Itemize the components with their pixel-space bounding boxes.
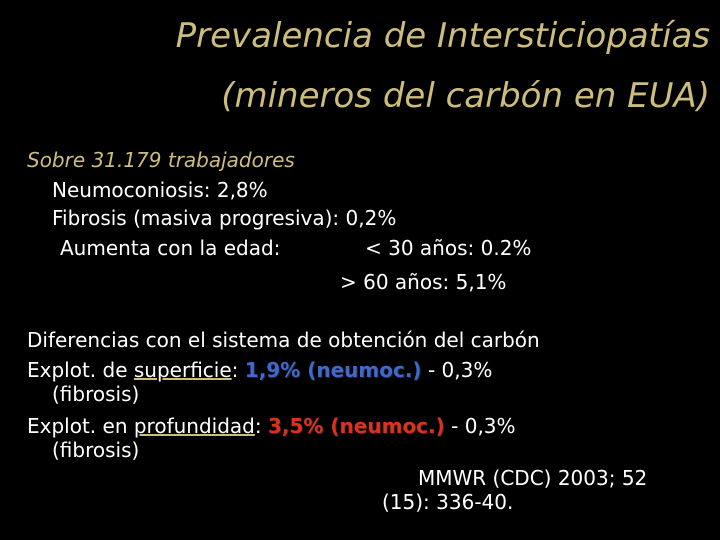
- differences-heading: Diferencias con el sistema de obtención …: [27, 328, 540, 352]
- item: Fibrosis (masiva progresiva): 0,2%: [52, 206, 397, 230]
- row-method: profundidad: [133, 414, 255, 438]
- row-method: superficie: [133, 358, 232, 382]
- reference-line: (15): 336-40.: [382, 490, 514, 514]
- reference-line: MMWR (CDC) 2003; 52: [418, 466, 648, 490]
- age-over-60: > 60 años: 5,1%: [340, 270, 507, 294]
- difference-row: Explot. de superficie: 1,9% (neumoc.) - …: [27, 358, 492, 382]
- row-note: (fibrosis): [52, 382, 140, 406]
- row-note: (fibrosis): [52, 438, 140, 462]
- title-line: (mineros del carbón en EUA): [221, 76, 710, 116]
- row-rate: 3,5% (neumoc.): [267, 414, 445, 438]
- intro: Sobre 31.179 trabajadores: [27, 148, 295, 172]
- age-label: Aumenta con la edad:: [60, 236, 281, 260]
- row-rate: 1,9% (neumoc.): [244, 358, 422, 382]
- row-rest: - 0,3%: [451, 414, 516, 438]
- item: Neumoconiosis: 2,8%: [52, 178, 268, 202]
- age-under-30: < 30 años: 0.2%: [365, 236, 532, 260]
- row-colon: :: [254, 414, 262, 438]
- row-rest: - 0,3%: [427, 358, 493, 382]
- title-line: Prevalencia de Intersticiopatías: [175, 16, 710, 56]
- difference-row: Explot. en profundidad: 3,5% (neumoc.) -…: [27, 414, 516, 438]
- row-colon: :: [231, 358, 239, 382]
- row-prefix: Explot. en: [27, 414, 128, 438]
- row-prefix: Explot. de: [27, 358, 128, 382]
